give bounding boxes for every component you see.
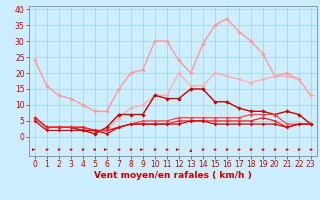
X-axis label: Vent moyen/en rafales ( km/h ): Vent moyen/en rafales ( km/h ) <box>94 171 252 180</box>
